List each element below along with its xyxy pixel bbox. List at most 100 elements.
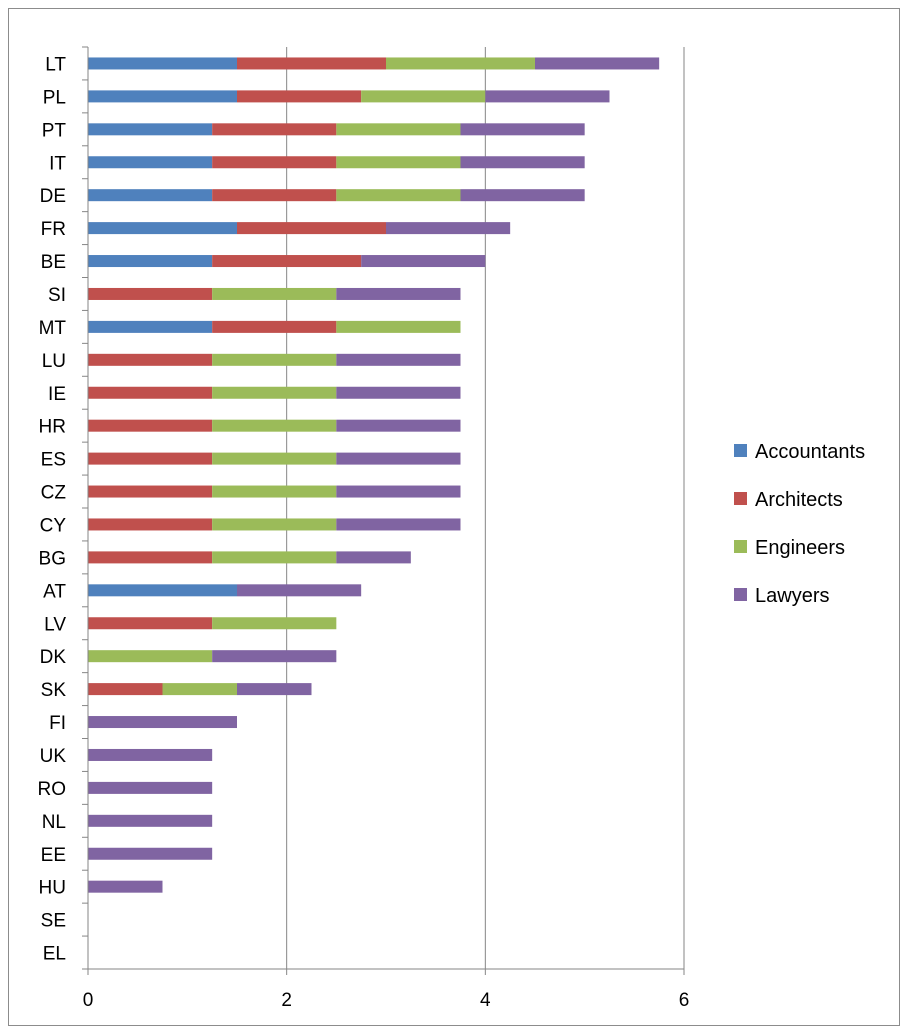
legend-label-architects: Architects	[755, 489, 843, 511]
category-label-cy: CY	[40, 515, 67, 536]
bar-lt-lawyers	[535, 57, 660, 70]
bar-cz-lawyers	[336, 485, 461, 498]
bar-be-architects	[212, 255, 362, 268]
category-label-de: DE	[40, 186, 66, 207]
bar-pl-architects	[237, 90, 362, 103]
legend-swatch-accountants	[734, 444, 747, 457]
category-label-pl: PL	[43, 87, 66, 108]
category-label-fi: FI	[49, 713, 66, 734]
bar-cy-architects	[88, 518, 213, 531]
category-label-lv: LV	[44, 614, 66, 635]
category-label-lt: LT	[45, 54, 66, 75]
bar-es-lawyers	[336, 452, 461, 465]
bar-si-architects	[88, 287, 213, 300]
x-tick-label-0: 0	[83, 990, 94, 1011]
category-label-bg: BG	[39, 548, 66, 569]
bar-sk-lawyers	[237, 683, 312, 696]
bar-fr-lawyers	[386, 222, 511, 235]
x-tick-label-4: 4	[480, 990, 491, 1011]
bar-lv-architects	[88, 617, 213, 630]
category-label-ro: RO	[38, 779, 67, 800]
bar-ie-lawyers	[336, 386, 461, 399]
bar-it-lawyers	[460, 156, 585, 169]
bar-cz-architects	[88, 485, 213, 498]
bar-sk-architects	[88, 683, 163, 696]
category-labels: LT PL PT IT DE FR BE SI MT LU IE HR ES CZ CY BG AT LV DK SK…	[38, 54, 67, 964]
category-label-be: BE	[41, 252, 66, 273]
bar-fr-accountants	[88, 222, 237, 235]
bar-mt-accountants	[88, 320, 213, 333]
bar-pt-architects	[212, 123, 337, 136]
bar-ro-lawyers	[88, 781, 213, 794]
bar-cz-engineers	[212, 485, 337, 498]
bar-lt-accountants	[88, 57, 237, 70]
bar-pt-lawyers	[460, 123, 585, 136]
bar-be-accountants	[88, 255, 213, 268]
bar-mt-architects	[212, 320, 337, 333]
bar-de-engineers	[336, 189, 461, 202]
bar-ee-lawyers	[88, 847, 213, 860]
bar-hr-architects	[88, 419, 213, 432]
bar-be-lawyers	[361, 255, 486, 268]
category-label-el: EL	[43, 944, 66, 965]
bar-lu-engineers	[212, 353, 337, 366]
bar-at-accountants	[88, 584, 237, 597]
bar-uk-lawyers	[88, 748, 213, 761]
bar-cy-engineers	[212, 518, 337, 531]
bar-de-accountants	[88, 189, 213, 202]
bar-pt-engineers	[336, 123, 461, 136]
bar-it-architects	[212, 156, 337, 169]
legend-label-engineers: Engineers	[755, 537, 845, 559]
legend-swatch-engineers	[734, 540, 747, 553]
category-label-hr: HR	[39, 417, 66, 438]
bar-si-engineers	[212, 287, 337, 300]
gridlines	[286, 47, 685, 969]
legend-label-lawyers: Lawyers	[755, 585, 829, 607]
bar-nl-lawyers	[88, 814, 213, 827]
bar-pt-accountants	[88, 123, 213, 136]
category-label-ie: IE	[48, 384, 66, 405]
bar-fr-architects	[237, 222, 386, 235]
category-label-hu: HU	[39, 878, 66, 899]
bar-lu-architects	[88, 353, 213, 366]
category-label-sk: SK	[41, 680, 67, 701]
x-tick-labels: 0 2 4 6	[83, 990, 690, 1011]
category-label-se: SE	[41, 911, 66, 932]
bar-bg-lawyers	[336, 551, 411, 564]
category-label-cz: CZ	[41, 483, 67, 504]
bar-bg-architects	[88, 551, 213, 564]
bar-it-engineers	[336, 156, 461, 169]
bar-fi-lawyers	[88, 716, 237, 729]
category-label-uk: UK	[40, 746, 67, 767]
category-label-pt: PT	[42, 120, 67, 141]
category-label-lu: LU	[42, 351, 66, 372]
category-label-nl: NL	[42, 812, 66, 833]
category-label-it: IT	[49, 153, 66, 174]
bar-cy-lawyers	[336, 518, 461, 531]
bar-pl-lawyers	[485, 90, 610, 103]
bar-mt-engineers	[336, 320, 461, 333]
category-label-si: SI	[48, 285, 66, 306]
category-label-at: AT	[43, 581, 66, 602]
bar-es-architects	[88, 452, 213, 465]
bar-dk-engineers	[88, 650, 213, 663]
bar-lu-lawyers	[336, 353, 461, 366]
category-label-mt: MT	[39, 318, 67, 339]
bar-at-lawyers	[237, 584, 362, 597]
bar-lv-engineers	[212, 617, 337, 630]
bar-hu-lawyers	[88, 880, 163, 893]
bar-sk-engineers	[162, 683, 237, 696]
category-label-fr: FR	[41, 219, 66, 240]
legend-swatch-lawyers	[734, 588, 747, 601]
bar-si-lawyers	[336, 287, 461, 300]
bar-ie-architects	[88, 386, 213, 399]
x-tick-label-6: 6	[679, 990, 690, 1011]
bar-es-engineers	[212, 452, 337, 465]
bar-hr-lawyers	[336, 419, 461, 432]
x-tick-label-2: 2	[281, 990, 292, 1011]
bar-bg-engineers	[212, 551, 337, 564]
legend: Accountants Architects Engineers Lawyers	[734, 441, 865, 607]
legend-label-accountants: Accountants	[755, 441, 865, 463]
bar-pl-accountants	[88, 90, 237, 103]
